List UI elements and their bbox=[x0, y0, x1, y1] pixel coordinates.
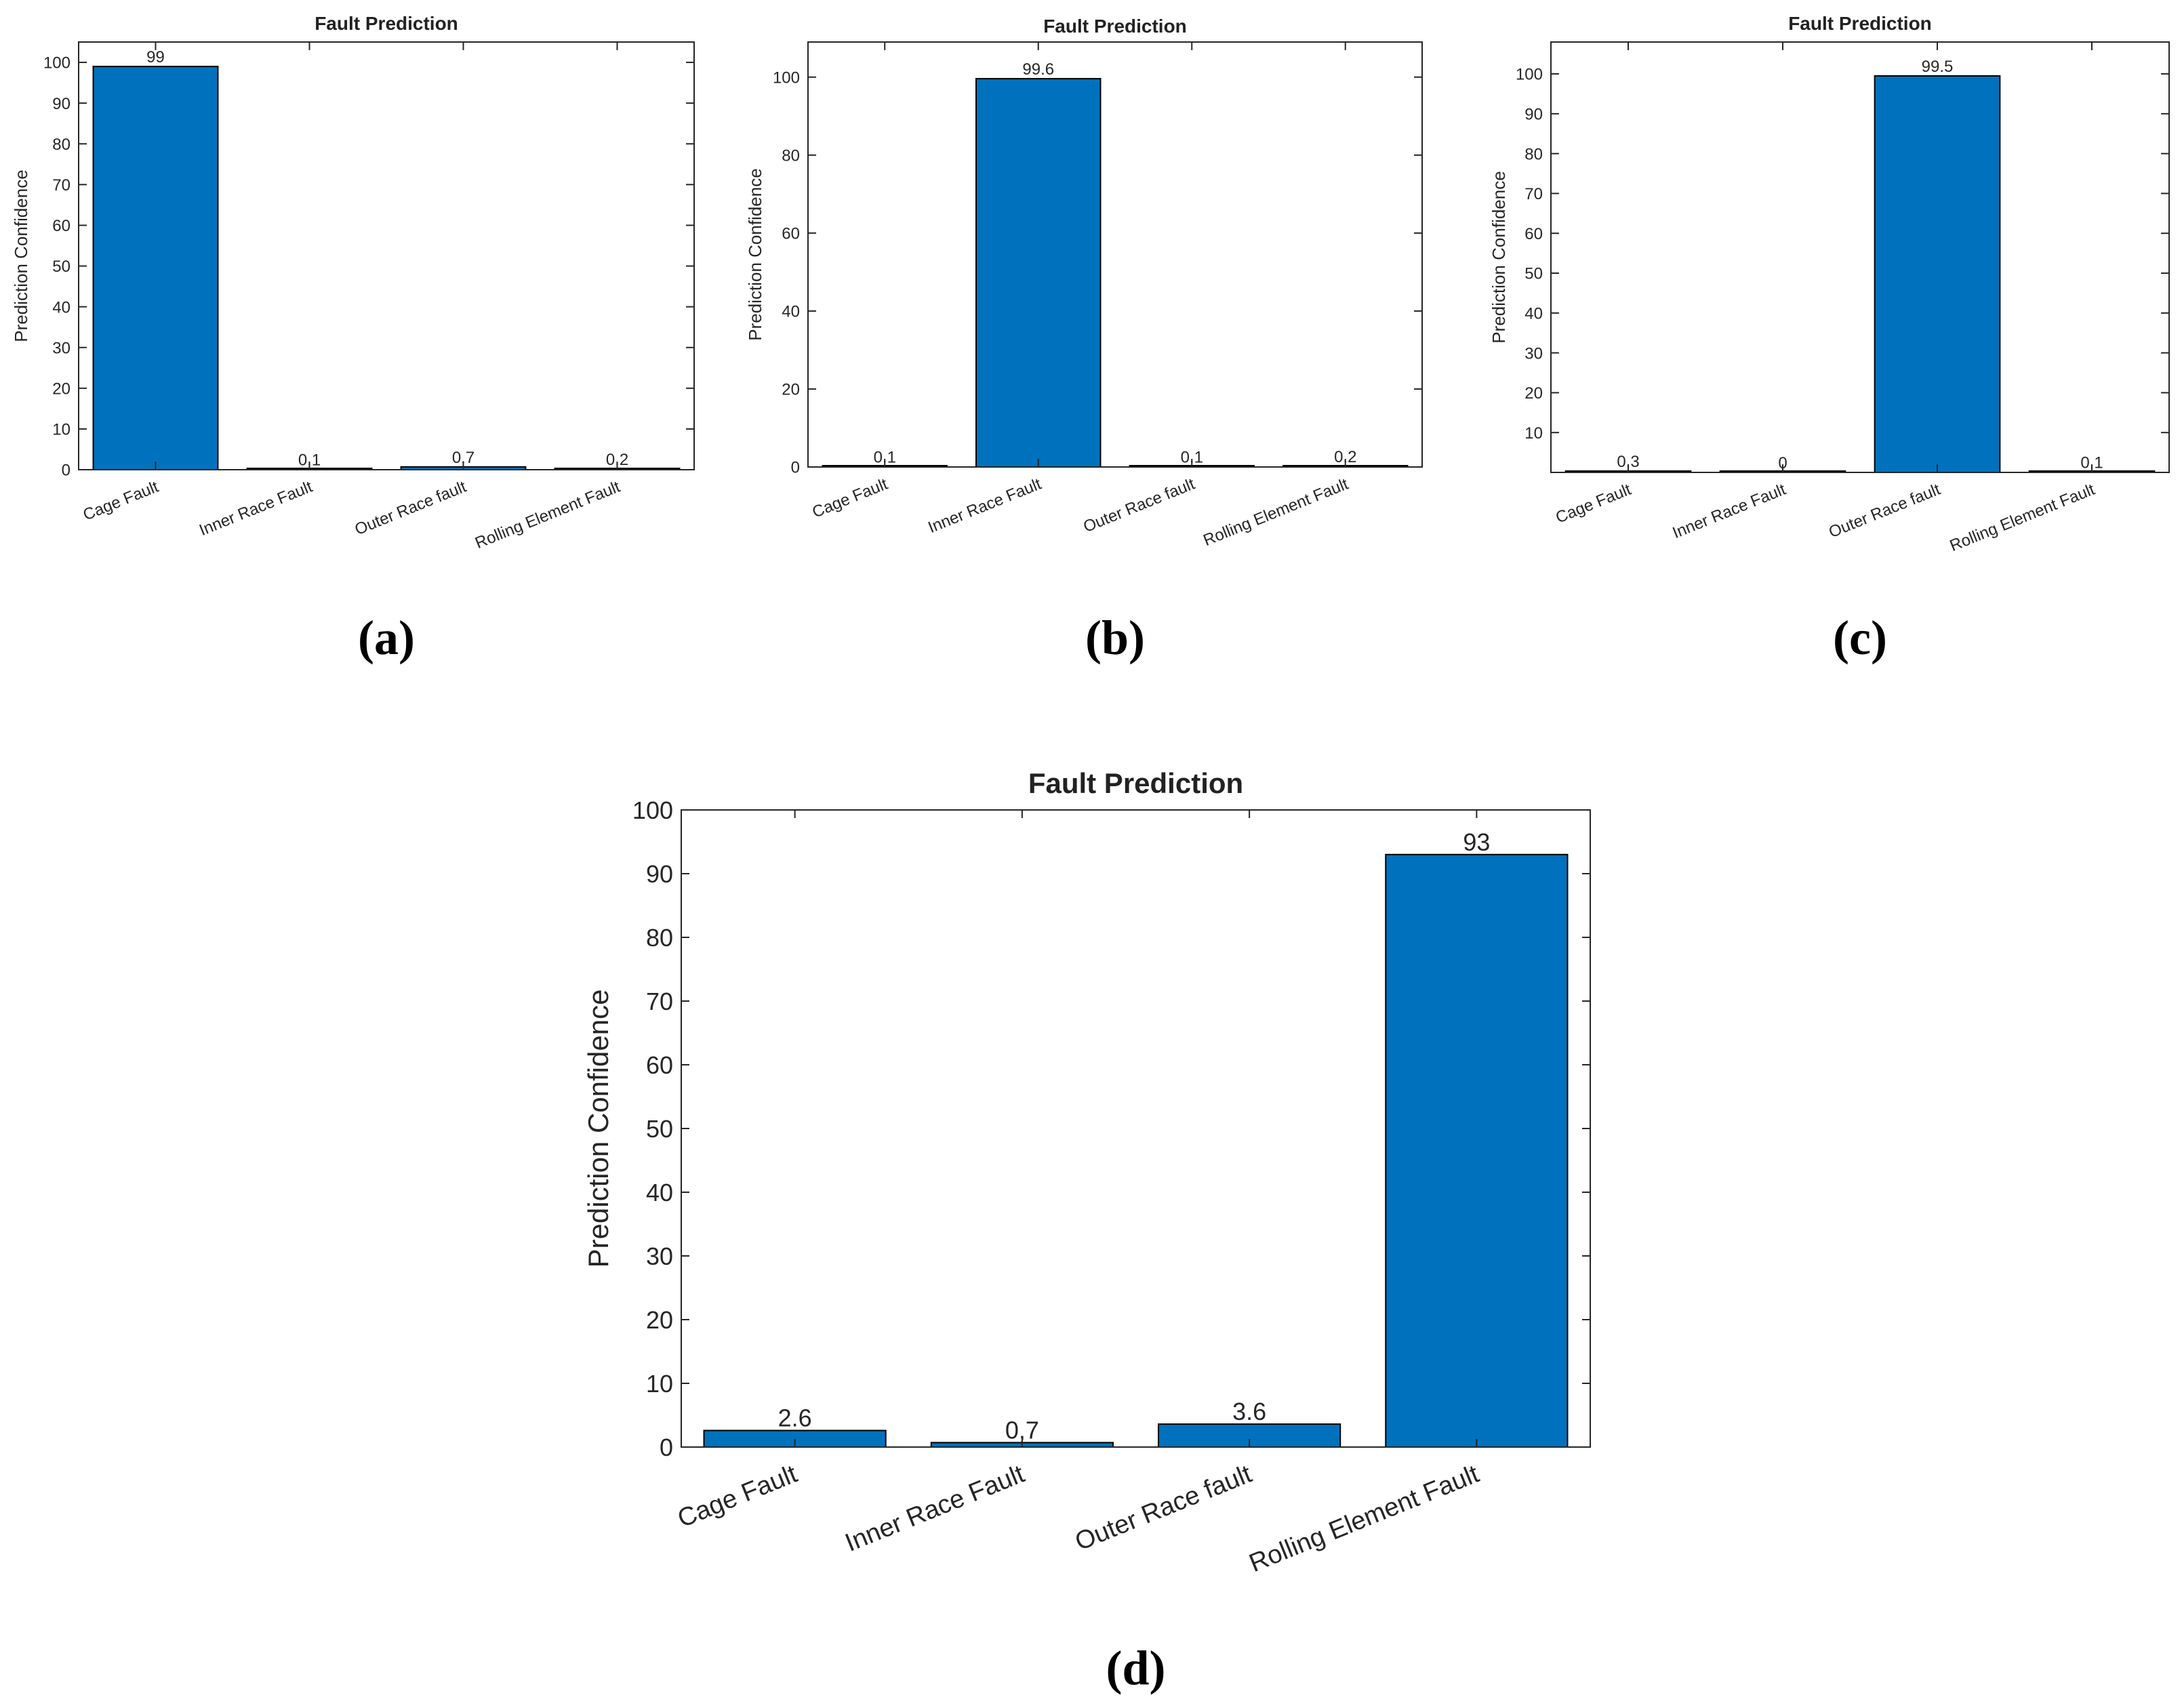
plot-frame bbox=[1550, 41, 2170, 473]
y-tick-label: 40 bbox=[1524, 304, 1543, 323]
y-tick-label: 10 bbox=[1524, 424, 1543, 443]
panel-label: (d) bbox=[1106, 1641, 1166, 1695]
y-tick-label: 70 bbox=[1524, 185, 1543, 203]
y-tick-label: 30 bbox=[52, 339, 70, 357]
data-label: 2.6 bbox=[778, 1404, 812, 1432]
data-label: 0 bbox=[1778, 454, 1787, 472]
y-tick-label: 30 bbox=[646, 1242, 673, 1270]
y-tick-label: 80 bbox=[646, 924, 673, 952]
y-tick-label: 100 bbox=[773, 68, 800, 87]
y-tick-label: 20 bbox=[646, 1306, 673, 1334]
bar bbox=[1874, 75, 2001, 473]
y-tick-label: 60 bbox=[1524, 225, 1543, 243]
panel-label: (b) bbox=[1085, 611, 1145, 665]
y-tick-label: 90 bbox=[52, 95, 70, 113]
y-tick-label: 90 bbox=[646, 860, 673, 888]
bar bbox=[1385, 853, 1569, 1448]
y-tick-label: 100 bbox=[43, 54, 70, 73]
y-tick-label: 80 bbox=[782, 146, 800, 165]
y-axis-label: Prediction Confidence bbox=[582, 990, 614, 1268]
x-tick-label: Outer Race fault bbox=[352, 478, 469, 540]
chart-title: Fault Prediction bbox=[1028, 767, 1243, 799]
y-tick-label: 80 bbox=[52, 136, 70, 154]
y-tick-label: 40 bbox=[52, 298, 70, 317]
y-tick-label: 0 bbox=[62, 462, 70, 480]
x-tick-label: Rolling Element Fault bbox=[1947, 481, 2098, 556]
x-tick-label: Outer Race fault bbox=[1080, 475, 1197, 537]
plot-frame bbox=[807, 41, 1423, 468]
x-tick-label: Rolling Element Fault bbox=[1200, 475, 1351, 550]
y-tick-label: 0 bbox=[791, 459, 800, 477]
y-tick-label: 60 bbox=[646, 1051, 673, 1079]
y-axis-label: Prediction Confidence bbox=[1489, 171, 1509, 343]
y-tick-label: 60 bbox=[782, 225, 800, 243]
data-label: 3.6 bbox=[1232, 1398, 1266, 1425]
chart-title: Fault Prediction bbox=[1788, 13, 1932, 34]
x-tick-label: Inner Race Fault bbox=[841, 1460, 1029, 1558]
y-tick-label: 40 bbox=[782, 303, 800, 321]
y-tick-label: 0 bbox=[660, 1434, 673, 1461]
bar bbox=[92, 66, 219, 471]
y-tick-label: 50 bbox=[1524, 265, 1543, 283]
y-tick-label: 50 bbox=[52, 258, 70, 276]
data-label: 99.5 bbox=[1922, 58, 1954, 76]
x-tick-label: Rolling Element Fault bbox=[472, 478, 623, 553]
y-tick-label: 20 bbox=[782, 381, 800, 399]
y-tick-label: 30 bbox=[1524, 344, 1543, 363]
x-tick-label: Cage Fault bbox=[810, 475, 891, 522]
y-tick-label: 40 bbox=[646, 1179, 673, 1206]
x-tick-label: Outer Race fault bbox=[1071, 1460, 1256, 1557]
panel-label: (c) bbox=[1833, 611, 1887, 665]
panel-label: (a) bbox=[358, 611, 415, 665]
y-tick-label: 70 bbox=[646, 988, 673, 1015]
data-label: 99 bbox=[146, 48, 165, 66]
y-axis-label: Prediction Confidence bbox=[745, 168, 765, 340]
y-tick-label: 100 bbox=[1516, 66, 1543, 84]
plot-frame bbox=[78, 41, 695, 470]
y-tick-label: 10 bbox=[52, 421, 70, 439]
chart-panel-a: Fault Prediction Prediction Confidence 99 0… bbox=[11, 13, 695, 665]
chart-title: Fault Prediction bbox=[1043, 16, 1187, 37]
y-tick-label: 100 bbox=[632, 796, 673, 824]
x-tick-label: Outer Race fault bbox=[1826, 481, 1943, 542]
y-tick-label: 90 bbox=[1524, 105, 1543, 123]
x-tick-label: Cage Fault bbox=[81, 478, 161, 525]
chart-panel-d: Fault Prediction Prediction Confidence 2.6… bbox=[582, 767, 1591, 1695]
x-tick-label: Inner Race Fault bbox=[925, 475, 1044, 537]
chart-title: Fault Prediction bbox=[315, 13, 458, 34]
x-tick-label: Cage Fault bbox=[674, 1460, 801, 1534]
x-tick-label: Rolling Element Fault bbox=[1245, 1460, 1483, 1578]
y-tick-label: 70 bbox=[52, 176, 70, 195]
y-axis-label: Prediction Confidence bbox=[11, 169, 31, 342]
y-tick-label: 20 bbox=[52, 380, 70, 398]
y-tick-label: 20 bbox=[1524, 384, 1543, 403]
bar bbox=[975, 78, 1102, 468]
y-tick-label: 50 bbox=[646, 1115, 673, 1143]
x-tick-label: Cage Fault bbox=[1553, 481, 1634, 527]
y-tick-label: 80 bbox=[1524, 145, 1543, 163]
x-tick-label: Inner Race Fault bbox=[197, 478, 315, 540]
y-tick-label: 10 bbox=[646, 1370, 673, 1398]
data-label: 99.6 bbox=[1022, 60, 1054, 79]
x-tick-label: Inner Race Fault bbox=[1670, 481, 1789, 543]
y-tick-label: 60 bbox=[52, 217, 70, 235]
data-label: 93 bbox=[1463, 828, 1490, 856]
